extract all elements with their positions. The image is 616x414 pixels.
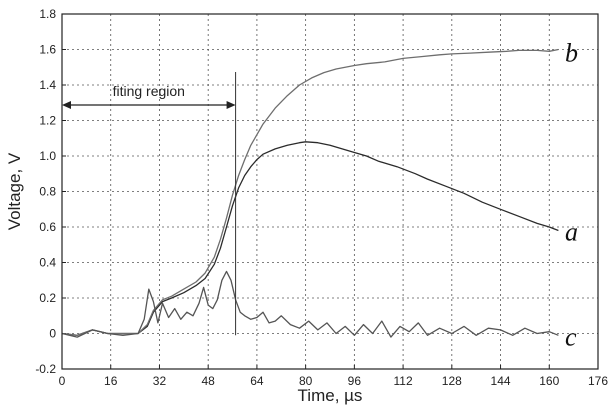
x-tick-labels: 0 16 32 48 64 80 96 112 128 144 160 176	[59, 374, 609, 388]
x-tick-label: 176	[588, 374, 608, 388]
y-axis-title: Voltage, V	[5, 152, 24, 230]
x-tick-label: 64	[250, 374, 264, 388]
series-line-a	[61, 141, 559, 336]
x-axis-title: Time, µs	[298, 386, 363, 405]
grid-layer	[61, 13, 599, 370]
x-tick-label: 112	[394, 374, 413, 388]
x-tick-label: 0	[59, 374, 66, 388]
y-tick-label: 1.0	[39, 149, 56, 163]
y-tick-label: 1.2	[39, 114, 56, 128]
fitting-region-label: fiting region	[113, 83, 185, 99]
y-tick-label: 0.6	[39, 220, 56, 234]
y-tick-labels: -0.2 0 0.2 0.4 0.6 0.8 1.0 1.2 1.4 1.6 1.8	[35, 7, 56, 376]
x-tick-label: 96	[348, 374, 362, 388]
series-label-c: c	[565, 322, 577, 351]
arrow-head-left	[62, 101, 71, 109]
x-tick-label: 32	[153, 374, 167, 388]
x-tick-label: 128	[442, 374, 462, 388]
series-layer	[61, 48, 559, 338]
y-tick-label: 1.6	[39, 43, 56, 57]
y-tick-label: 1.4	[39, 78, 56, 92]
arrow-head-right	[226, 101, 236, 109]
x-tick-label: 16	[104, 374, 118, 388]
y-tick-label: 1.8	[39, 7, 56, 21]
x-tick-label: 144	[491, 374, 511, 388]
plot-frame	[61, 13, 599, 370]
y-tick-label: 0.8	[39, 185, 56, 199]
x-tick-label: 48	[202, 374, 216, 388]
x-tick-label: 80	[299, 374, 313, 388]
annotation-layer: fiting region	[62, 72, 237, 336]
y-tick-label: 0.2	[39, 291, 56, 305]
y-tick-label: -0.2	[35, 362, 56, 376]
y-tick-label: 0.4	[39, 256, 56, 270]
y-tick-label: 0	[49, 327, 56, 341]
series-line-c	[61, 270, 559, 338]
series-label-b: b	[565, 39, 578, 68]
series-line-b	[61, 48, 559, 336]
series-label-a: a	[565, 218, 578, 247]
x-tick-label: 160	[539, 374, 559, 388]
